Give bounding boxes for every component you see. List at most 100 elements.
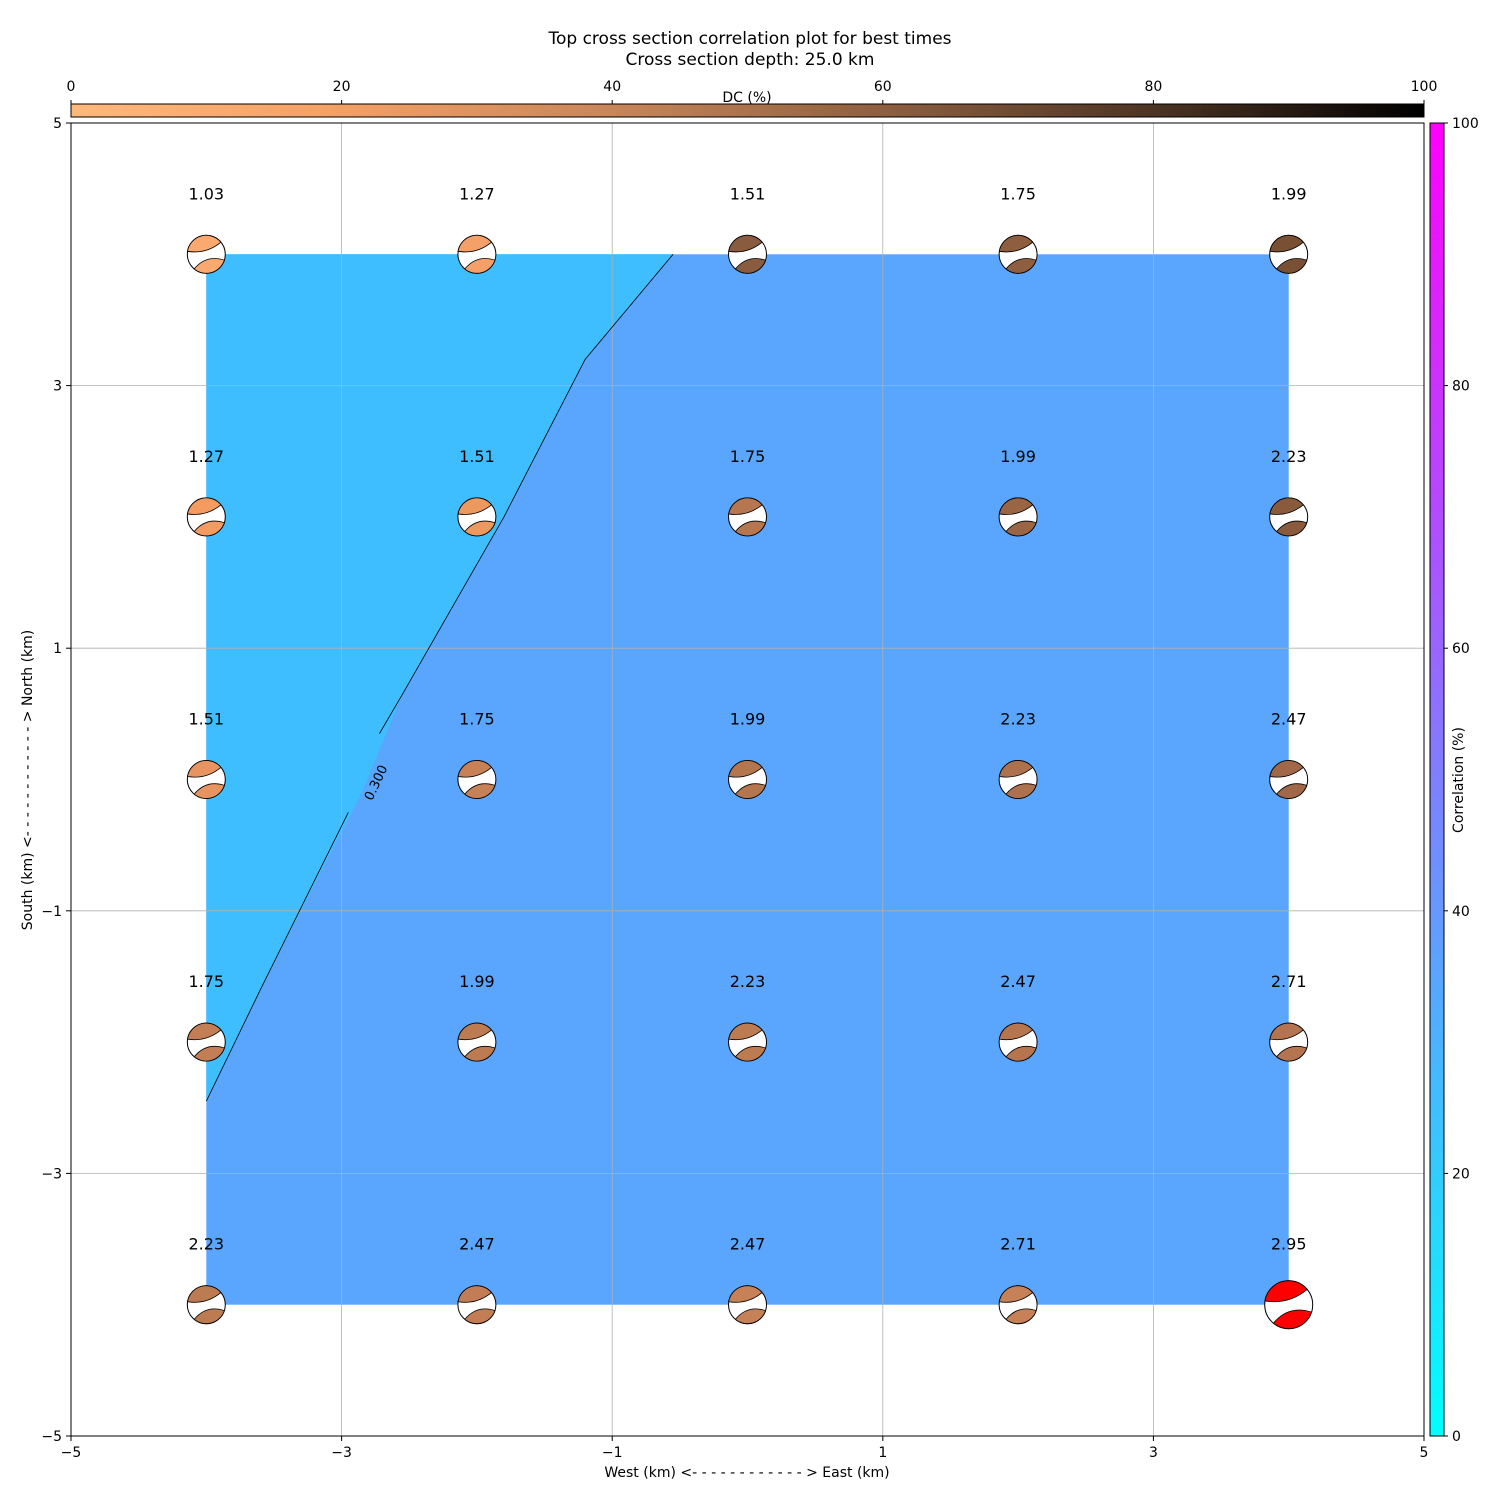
beachball-lobe xyxy=(187,497,222,515)
beachball xyxy=(186,1022,226,1062)
dc-tick-label: 100 xyxy=(1411,79,1438,95)
beachball xyxy=(457,497,497,537)
x-tick-label: −5 xyxy=(61,1445,82,1461)
value-label: 1.75 xyxy=(1000,184,1036,203)
x-tick-label: −3 xyxy=(331,1445,352,1461)
value-label: 2.47 xyxy=(730,1235,766,1254)
correlation-colorbar-ticks: 0 20 40 60 80 100 xyxy=(1444,116,1479,1445)
beachball-lobe xyxy=(728,760,763,778)
beachball-lobe xyxy=(728,234,763,253)
beachball xyxy=(457,1022,497,1062)
correlation-colorbar-label: Correlation (%) xyxy=(1451,727,1467,833)
beachball-lobe xyxy=(1276,783,1308,799)
y-tick-label: −3 xyxy=(41,1166,62,1182)
beachball xyxy=(1269,497,1309,537)
dc-tick-label: 60 xyxy=(874,79,892,95)
value-label: 1.51 xyxy=(730,184,766,203)
correlation-colorbar-gradient xyxy=(1429,122,1445,1437)
y-tick-label: −5 xyxy=(41,1429,62,1445)
y-tick-label: 1 xyxy=(53,641,62,657)
beachball-lobe xyxy=(1005,1308,1037,1325)
beachball xyxy=(457,234,497,274)
value-label: 1.99 xyxy=(459,972,495,991)
beachball xyxy=(728,760,767,799)
x-tick-label: 3 xyxy=(1149,1445,1158,1461)
correlation-region-low xyxy=(206,254,674,1102)
beachball-lobe xyxy=(734,783,767,799)
dc-colorbar-gradient xyxy=(70,103,1425,118)
beachball-lobe xyxy=(1005,258,1037,274)
chart-title: Top cross section correlation plot for b… xyxy=(547,29,951,49)
correlation-tick-label: 80 xyxy=(1452,379,1470,395)
beachball xyxy=(1264,1280,1314,1330)
value-label: 2.47 xyxy=(1271,710,1307,729)
plot-area: 0.300 1.03 1.27 1.51 1.75 1.991.27 1.51 1.75 1.… xyxy=(41,116,1428,1461)
beachball xyxy=(1269,1022,1309,1062)
beachball-lobe xyxy=(998,1285,1034,1303)
x-tick-label: 1 xyxy=(878,1445,887,1461)
beachball-lobe xyxy=(734,258,767,274)
value-label: 1.99 xyxy=(730,710,766,729)
value-label: 2.23 xyxy=(730,972,766,991)
dc-colorbar-ticks: 0 20 40 60 80 100 xyxy=(67,79,1438,104)
beachball-lobe xyxy=(1272,1309,1313,1330)
beachball-lobe xyxy=(998,1022,1034,1041)
contour-line xyxy=(379,254,674,734)
beachball-lobe xyxy=(1005,520,1037,537)
beachball-lobe xyxy=(457,1022,493,1041)
correlation-tick-label: 100 xyxy=(1452,116,1479,132)
beachball xyxy=(728,1022,767,1062)
value-label: 1.51 xyxy=(459,447,495,466)
beachball xyxy=(1269,234,1309,274)
beachball-lobe xyxy=(457,234,493,253)
dc-tick-label: 0 xyxy=(67,79,76,95)
value-label: 1.27 xyxy=(459,184,495,203)
plot-frame xyxy=(70,122,1425,1437)
beachball-lobe xyxy=(1269,760,1304,778)
value-label: 2.47 xyxy=(1000,972,1036,991)
beachball-lobe xyxy=(457,497,493,515)
beachball-lobe xyxy=(193,1045,225,1062)
contour-line xyxy=(205,812,349,1102)
value-label: 1.27 xyxy=(188,447,224,466)
value-label: 1.51 xyxy=(188,710,224,729)
beachball-lobe xyxy=(728,497,763,515)
beachball xyxy=(186,497,226,537)
beachball-lobe xyxy=(464,258,496,274)
beachball-lobe xyxy=(998,497,1034,515)
value-label: 2.71 xyxy=(1000,1235,1036,1254)
beachball xyxy=(998,1285,1038,1325)
y-tick-label: −1 xyxy=(41,904,62,920)
correlation-tick-label: 0 xyxy=(1452,1429,1461,1445)
dc-colorbar-label: DC (%) xyxy=(722,90,771,106)
beachball-lobe xyxy=(464,520,496,537)
correlation-tick-label: 40 xyxy=(1452,904,1470,920)
correlation-colorbar: 0 20 40 60 80 100 Correlation (%) xyxy=(1429,116,1479,1445)
beachball xyxy=(186,760,226,799)
beachball xyxy=(457,1285,497,1325)
beachball-lobe xyxy=(1276,1045,1308,1062)
beachball xyxy=(728,234,767,274)
beachball-lobe xyxy=(728,1285,763,1303)
value-label: 1.99 xyxy=(1000,447,1036,466)
x-axis-label: West (km) <- - - - - - - - - - - - > Eas… xyxy=(604,1465,889,1481)
beachball-lobe xyxy=(734,1308,767,1325)
beachball-lobe xyxy=(187,234,222,253)
x-tick-label: 5 xyxy=(1420,1445,1429,1461)
value-label: 1.99 xyxy=(1271,184,1307,203)
beachball-lobe xyxy=(998,234,1034,253)
x-axis-ticks: −5 −3 −1 1 3 5 xyxy=(61,1436,1429,1461)
correlation-tick-label: 60 xyxy=(1452,641,1470,657)
beachball-lobe xyxy=(1269,497,1304,515)
value-label: 1.75 xyxy=(730,447,766,466)
value-label: 2.23 xyxy=(1271,447,1307,466)
beachball-lobe xyxy=(464,1045,496,1062)
y-tick-label: 3 xyxy=(53,379,62,395)
beachball xyxy=(186,234,226,274)
beachball-lobe xyxy=(464,783,496,799)
beachball-lobe xyxy=(187,1022,222,1041)
beachball-lobe xyxy=(193,520,225,537)
value-label: 2.47 xyxy=(459,1235,495,1254)
beachball-lobe xyxy=(187,760,222,778)
